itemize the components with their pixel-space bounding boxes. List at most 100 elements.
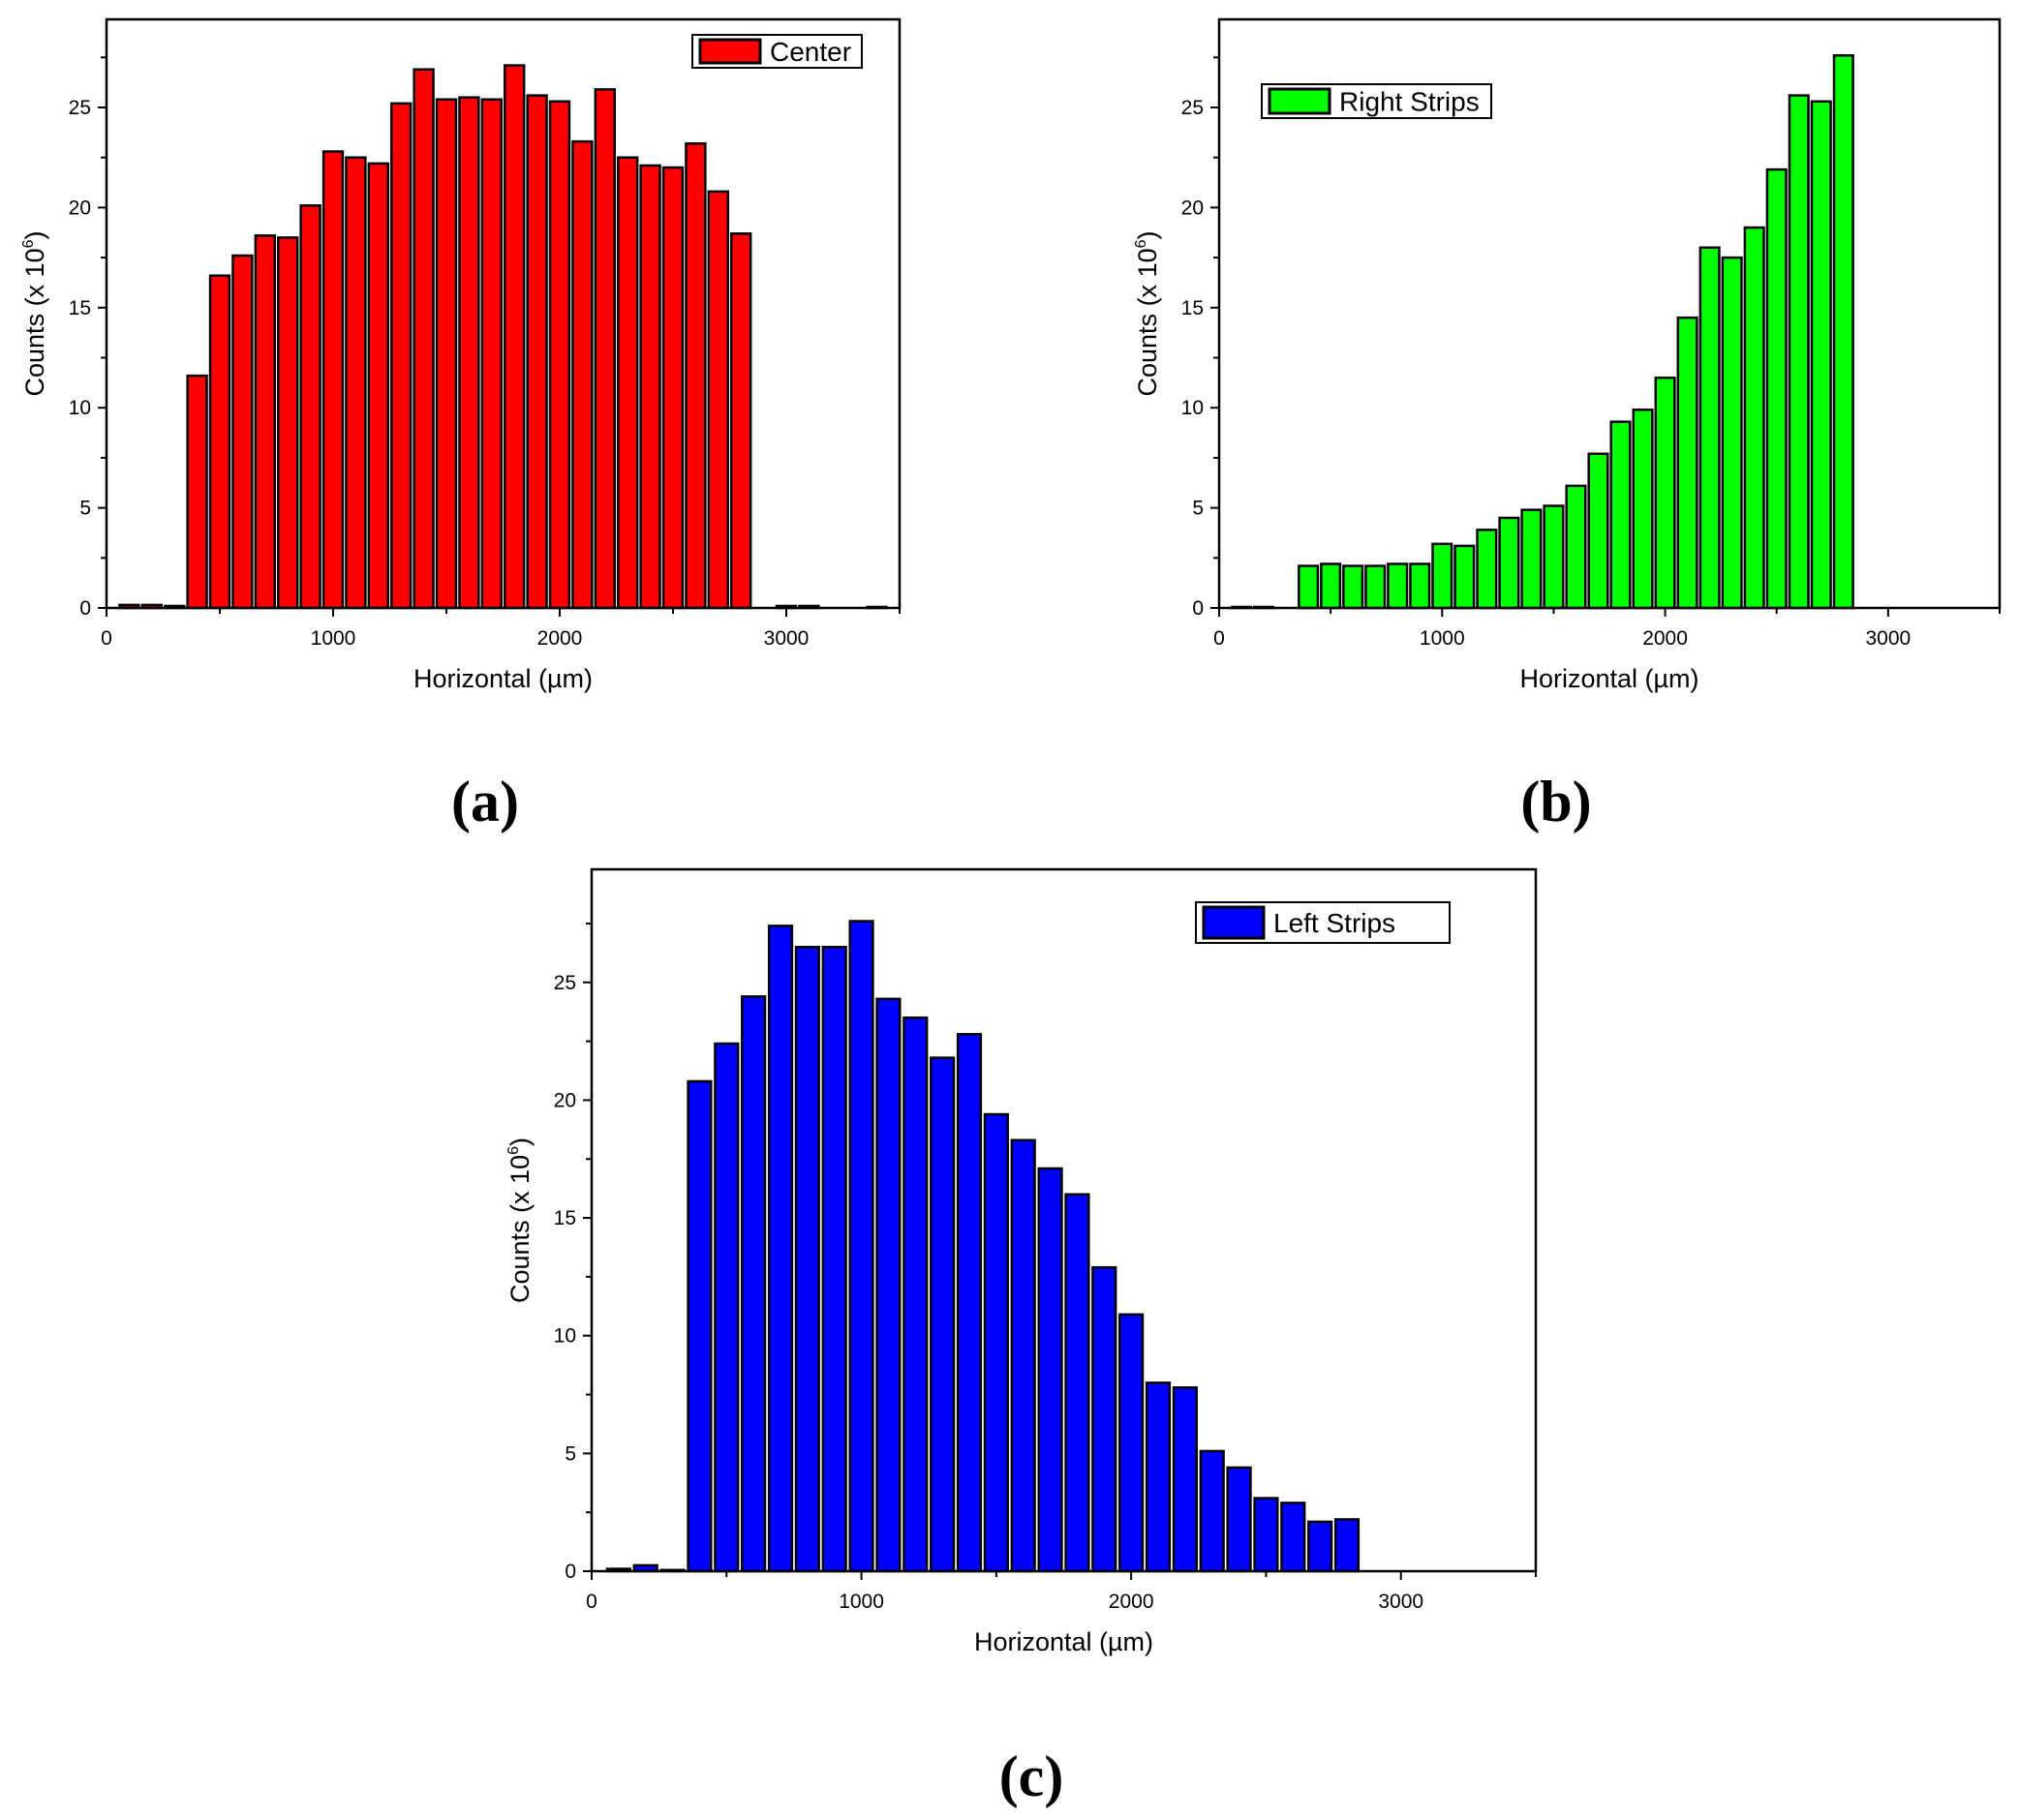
bar	[413, 68, 435, 610]
legend-label: Right Strips	[1339, 87, 1480, 117]
bar	[1064, 1193, 1090, 1573]
bar	[231, 254, 254, 610]
bar	[390, 102, 413, 610]
bar	[1498, 516, 1520, 610]
bar	[983, 1112, 1009, 1573]
bar	[1364, 564, 1387, 610]
bar	[1333, 1518, 1361, 1573]
bar	[548, 100, 571, 610]
y-tick-label: 15	[69, 297, 91, 319]
x-tick-label: 1000	[1420, 627, 1465, 650]
x-tick-label: 1000	[311, 627, 356, 650]
x-tick-label: 0	[1213, 627, 1225, 650]
y-axis-title-exponent: 6	[20, 239, 37, 248]
chart-panel-a: 0 1000 2000 3000 0 5 10 15 20 25 Horizontal (µm) Co…	[20, 17, 902, 834]
y-tick-label: 15	[554, 1207, 576, 1229]
bar	[1431, 542, 1453, 610]
bar	[821, 946, 847, 1573]
x-axis-title: Horizontal (µm)	[413, 664, 593, 693]
bar	[956, 1033, 983, 1573]
bar	[1253, 1497, 1279, 1573]
y-axis-title-close: )	[20, 231, 49, 240]
bar	[1788, 94, 1810, 610]
bar	[186, 374, 208, 610]
bar	[1010, 1138, 1036, 1573]
legend: Center	[691, 34, 863, 69]
bar	[345, 156, 367, 610]
bar	[1145, 1381, 1172, 1573]
bar	[458, 96, 480, 610]
bar	[1226, 1466, 1252, 1573]
x-tick-label: 0	[101, 627, 112, 650]
bar	[1387, 562, 1409, 610]
bar	[767, 925, 794, 1573]
bar	[1520, 508, 1543, 610]
y-axis-title-text: Counts (x 10	[1133, 248, 1162, 396]
bar	[639, 164, 661, 610]
bar	[1832, 53, 1854, 610]
y-axis-title-close: )	[505, 1138, 535, 1146]
bar	[321, 150, 345, 610]
plot-frame	[590, 867, 1538, 1573]
bar	[902, 1016, 929, 1573]
x-tick-label: 3000	[1378, 1591, 1423, 1613]
bar	[1280, 1502, 1306, 1573]
bar	[1698, 246, 1721, 610]
legend: Left Strips	[1195, 901, 1451, 944]
y-tick-label: 25	[554, 972, 576, 994]
legend-label: Left Strips	[1273, 908, 1395, 938]
y-tick-label: 10	[69, 397, 91, 419]
y-tick-label: 0	[79, 597, 91, 620]
bar	[1810, 100, 1832, 610]
bar	[1307, 1520, 1333, 1573]
bar	[1298, 564, 1320, 610]
bar	[480, 98, 503, 610]
bar	[617, 156, 639, 610]
bar	[707, 190, 729, 610]
bar	[685, 141, 707, 610]
bar	[526, 94, 548, 610]
bar	[875, 997, 902, 1573]
chart-panel-c: 0 1000 2000 3000 0 5 10 15 20 25 Horizontal (µm) Co…	[505, 867, 1538, 1808]
bar	[277, 236, 299, 610]
bar	[1543, 504, 1565, 610]
bar	[794, 946, 820, 1573]
y-tick-label: 25	[69, 97, 91, 119]
bar	[1453, 544, 1476, 610]
bar	[1654, 376, 1676, 610]
bar	[1118, 1313, 1145, 1573]
bar	[254, 234, 276, 610]
bar	[714, 1042, 740, 1573]
bar	[1409, 562, 1431, 610]
y-axis-title-exponent: 6	[505, 1146, 522, 1155]
x-tick-label: 3000	[764, 627, 810, 650]
y-tick-label: 15	[1181, 297, 1204, 319]
legend-swatch	[1268, 87, 1331, 115]
y-axis-title-close: )	[1133, 231, 1162, 240]
y-tick-label: 0	[1192, 597, 1204, 620]
bar	[1172, 1385, 1198, 1573]
bar	[1091, 1265, 1117, 1573]
y-tick-label: 0	[565, 1561, 576, 1583]
legend: Right Strips	[1261, 83, 1492, 119]
bar	[1476, 529, 1498, 610]
y-axis-title: Counts (x 106)	[505, 1138, 535, 1303]
y-axis-title: Counts (x 106)	[20, 231, 49, 397]
bar	[741, 995, 767, 1573]
bar	[1743, 226, 1765, 610]
bar	[661, 166, 685, 610]
y-axis-title-text: Counts (x 10	[20, 248, 49, 396]
x-tick-label: 2000	[1642, 627, 1688, 650]
plot-frame	[105, 17, 902, 610]
bar	[435, 98, 458, 610]
y-tick-label: 25	[1181, 97, 1204, 119]
bar	[1199, 1449, 1225, 1573]
bar	[594, 88, 616, 610]
panel-label: (c)	[999, 1744, 1064, 1808]
panel-label: (a)	[451, 770, 519, 834]
y-tick-label: 20	[1181, 197, 1204, 219]
x-axis-title: Horizontal (µm)	[1519, 664, 1698, 693]
bar	[299, 204, 321, 610]
y-tick-label: 10	[554, 1325, 576, 1348]
